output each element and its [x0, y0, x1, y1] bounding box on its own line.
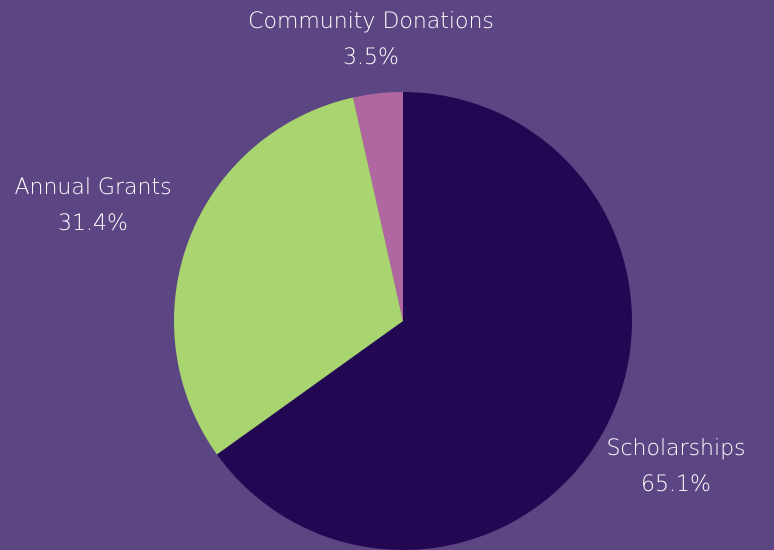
- label-scholarships-value: 65.1%: [641, 472, 711, 497]
- label-scholarships: Scholarships 65.1%: [606, 431, 745, 503]
- label-community-donations-value: 3.5%: [343, 45, 399, 70]
- label-annual-grants-value: 31.4%: [58, 211, 128, 236]
- label-scholarships-name: Scholarships: [606, 436, 746, 461]
- label-annual-grants-name: Annual Grants: [14, 175, 172, 200]
- slice-community-donations: [353, 92, 403, 321]
- slice-scholarships: [216, 92, 633, 550]
- slice-annual-grants: [174, 97, 403, 455]
- label-annual-grants: Annual Grants 31.4%: [14, 170, 171, 242]
- label-community-donations: Community Donations 3.5%: [248, 4, 494, 76]
- label-community-donations-name: Community Donations: [248, 9, 494, 34]
